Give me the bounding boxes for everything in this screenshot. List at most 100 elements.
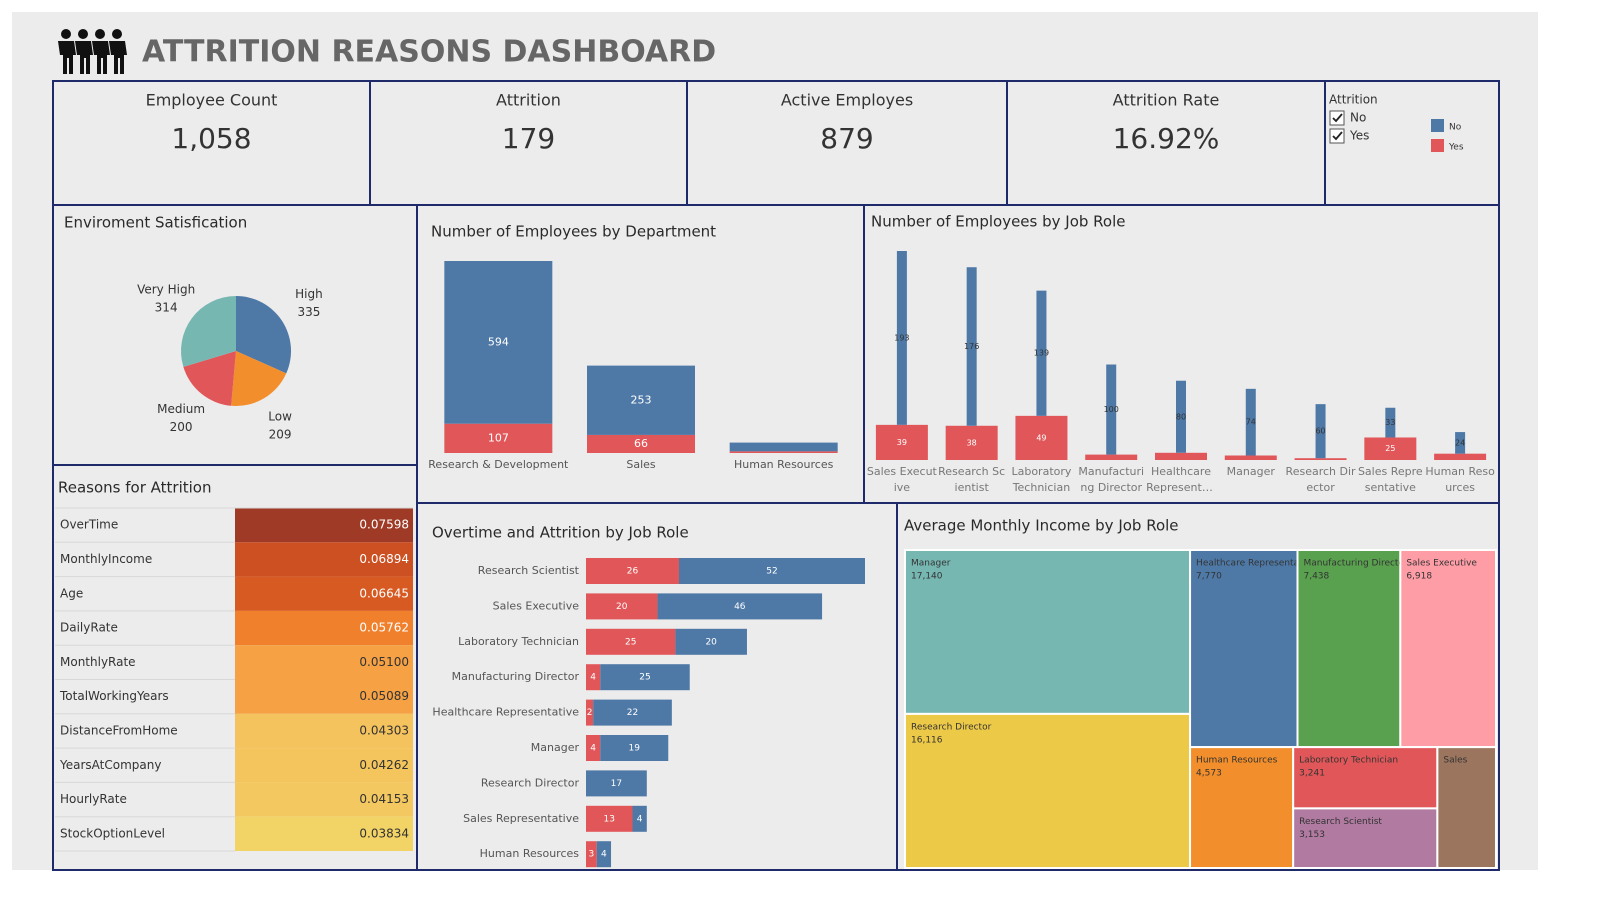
bar-segment <box>966 267 977 426</box>
y-tick-label: Laboratory Technician <box>458 635 579 648</box>
cell-value: 7,770 <box>1196 572 1222 582</box>
legend-label: No <box>1449 123 1462 133</box>
bar-segment <box>586 664 601 691</box>
value-label: 24 <box>1455 438 1465 447</box>
bar-segment <box>675 628 747 655</box>
value-label: 2 <box>587 708 593 718</box>
y-tick-label: Healthcare Representative <box>432 706 579 719</box>
treemap-cell <box>1189 549 1299 749</box>
x-tick-label-text: Healthcare Representative <box>1146 465 1216 494</box>
bar-segment <box>587 434 695 453</box>
slice-label: High <box>295 287 323 301</box>
treemap-cell <box>904 712 1192 869</box>
value-label: 38 <box>967 438 977 447</box>
x-tick-label: Healthcare Representative <box>1146 465 1216 494</box>
treemap-cell <box>1399 549 1498 749</box>
cell-value: 3,241 <box>1299 769 1325 779</box>
bar-segment <box>1434 453 1487 460</box>
x-tick-label-text: Research Director <box>1285 465 1356 494</box>
bar-segment <box>444 261 553 424</box>
cell-name: Research Director <box>911 722 992 732</box>
cell-value: 6,918 <box>1406 572 1432 582</box>
value-label: 74 <box>1246 418 1256 427</box>
bar-segment <box>444 423 553 453</box>
value-label: 80 <box>1176 412 1186 421</box>
person <box>92 29 110 74</box>
panel-borders <box>52 80 1500 871</box>
row-label: MonthlyRate <box>60 655 136 669</box>
heat-cell <box>235 576 413 611</box>
value-label: 26 <box>627 567 639 577</box>
value-label: 33 <box>1385 418 1395 427</box>
value-label: 66 <box>634 437 648 450</box>
value-label: 20 <box>705 637 717 647</box>
bar-segment <box>1294 458 1347 460</box>
chart-title: Number of Employees by Department <box>431 223 716 241</box>
heat-cell <box>235 610 413 646</box>
kpi-value: 879 <box>820 122 873 155</box>
value-label: 139 <box>1034 349 1049 358</box>
row-label: DistanceFromHome <box>60 723 178 737</box>
kpi-label: Active Employes <box>781 91 913 110</box>
x-tick-label-text: Manufacturing Director <box>1078 465 1145 494</box>
value-label: 100 <box>1104 405 1119 414</box>
checkbox-box <box>1329 128 1345 144</box>
bar-segment <box>586 699 594 726</box>
row-label: OverTime <box>60 518 118 532</box>
x-tick-label: Sales Representative <box>1358 465 1423 494</box>
bar-segment <box>1036 290 1047 416</box>
people-icon <box>58 29 127 74</box>
bar-segment <box>729 451 838 453</box>
heat-cell <box>235 713 413 749</box>
cell-name: Human Resources <box>1196 756 1278 766</box>
x-tick-label: Human Resources <box>1425 465 1495 494</box>
chart-title: Reasons for Attrition <box>58 479 211 497</box>
cell-name: Laboratory Technician <box>1299 756 1398 766</box>
value-label: 22 <box>627 708 638 718</box>
chart-title: Enviroment Satisfication <box>64 214 247 232</box>
cell-label: 0.05100 <box>359 655 409 669</box>
bar-segment <box>1155 452 1207 460</box>
x-tick-label: Manager <box>1227 465 1275 478</box>
slice-value: 314 <box>155 301 178 315</box>
cell-name: Sales <box>1443 756 1467 766</box>
cell-label: 0.05089 <box>359 689 409 703</box>
cell-value: 7,438 <box>1303 572 1329 582</box>
cell-label: 0.03834 <box>359 826 409 840</box>
checkbox[interactable] <box>1329 110 1345 126</box>
cell-name: Healthcare Representative <box>1196 559 1316 569</box>
heat-cell <box>235 679 413 714</box>
value-label: 20 <box>616 602 628 612</box>
bar-segment <box>1224 455 1277 460</box>
slice-value: 335 <box>298 305 321 319</box>
bar-segment <box>586 805 633 832</box>
x-tick-label-text: Sales Executive <box>866 465 937 494</box>
heat-cell <box>235 542 413 577</box>
pie-slice <box>236 296 291 374</box>
x-tick-label: Sales <box>626 458 656 471</box>
checkmark <box>1332 113 1343 123</box>
filter-label: No <box>1350 111 1366 125</box>
bar-segment <box>679 558 865 584</box>
bar-segment <box>1455 432 1466 454</box>
y-tick-label: Sales Representative <box>463 812 579 825</box>
cell-name: Manager <box>911 559 951 569</box>
heat-cell <box>235 508 413 543</box>
kpi-label: Attrition Rate <box>1113 91 1220 110</box>
value-label: 13 <box>604 814 615 824</box>
value-label: 52 <box>766 567 777 577</box>
checkbox-box <box>1329 110 1345 126</box>
bar-segment <box>1015 415 1068 460</box>
cell-name: Manufacturing Director <box>1303 559 1407 569</box>
value-label: 253 <box>631 393 652 406</box>
y-tick-label: Manufacturing Director <box>452 670 580 683</box>
row-label: DailyRate <box>60 621 118 635</box>
cell-label: 0.04262 <box>359 758 409 772</box>
checkbox[interactable] <box>1329 128 1345 144</box>
kpi-value: 16.92% <box>1113 122 1220 155</box>
value-label: 4 <box>590 673 596 683</box>
cell-label: 0.07598 <box>359 518 409 532</box>
value-label: 60 <box>1315 427 1325 436</box>
chart-title: Average Monthly Income by Job Role <box>904 517 1179 535</box>
bar-segment <box>586 735 601 761</box>
